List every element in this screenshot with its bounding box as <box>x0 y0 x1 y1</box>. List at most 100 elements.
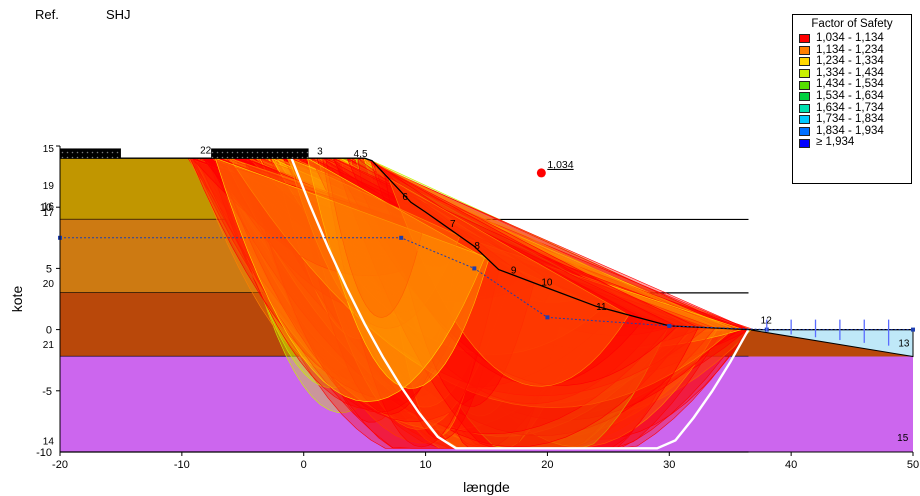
legend-label: 1,834 - 1,934 <box>816 124 884 137</box>
slip-surface <box>223 157 680 437</box>
legend-swatch <box>799 80 810 90</box>
legend-label: 1,534 - 1,634 <box>816 89 884 102</box>
slip-surface <box>250 157 554 444</box>
slip-surface <box>357 157 506 441</box>
legend-swatch <box>799 45 810 55</box>
slip-surface <box>376 165 675 336</box>
legend-label: ≥ 1,934 <box>816 136 855 149</box>
legend-label: 1,634 - 1,734 <box>816 101 884 114</box>
point-label: 4,5 <box>354 149 368 160</box>
point-label: 10 <box>541 278 553 289</box>
slip-surface <box>271 157 604 355</box>
point-label: 3 <box>317 147 323 158</box>
y-tick-label: 10 <box>40 202 52 214</box>
slip-surface <box>226 157 708 397</box>
slip-surface <box>288 157 461 329</box>
point-label: 15 <box>43 144 55 155</box>
point-label: 14 <box>43 437 55 448</box>
point-label: 11 <box>596 302 607 313</box>
point-label: 9 <box>511 265 517 276</box>
legend-label: 1,134 - 1,234 <box>816 43 884 56</box>
slip-surface <box>215 157 486 403</box>
y-axis-label: kote <box>9 286 25 313</box>
slip-surface <box>384 173 535 407</box>
x-tick-label: 50 <box>907 459 919 471</box>
slip-surface <box>298 157 704 351</box>
ground-surface <box>60 157 913 331</box>
slip-surface <box>370 159 469 267</box>
legend-item: 1,334 - 1,434 <box>799 66 905 80</box>
point-label: 21 <box>43 340 55 351</box>
y-tick-label: -10 <box>36 447 52 459</box>
legend-label: 1,334 - 1,434 <box>816 66 884 79</box>
point-label: 6 <box>402 192 408 203</box>
point-label: 22 <box>200 145 212 156</box>
slip-surface <box>226 157 744 350</box>
y-tick-label: 5 <box>46 263 52 275</box>
surcharge-load-left <box>60 148 121 159</box>
legend-item: 1,434 - 1,534 <box>799 79 905 91</box>
slip-surface <box>244 157 486 413</box>
legend-label: 1,434 - 1,534 <box>816 78 884 91</box>
slip-surface <box>375 164 691 329</box>
slip-surface <box>311 157 659 405</box>
legend-item: ≥ 1,934 <box>799 137 905 149</box>
legend-item: 1,234 - 1,334 <box>799 56 905 68</box>
legend-swatch <box>799 92 810 102</box>
point-label: 16 <box>43 202 55 213</box>
slip-surface <box>229 157 735 409</box>
y-tick-label: -5 <box>42 386 52 398</box>
ref-label: Ref. <box>35 7 59 22</box>
legend-title: Factor of Safety <box>811 18 893 30</box>
legend-label: 1,034 - 1,134 <box>816 32 884 44</box>
water-table-node <box>545 315 550 320</box>
critical-center-point <box>536 168 546 178</box>
x-tick-label: 40 <box>785 459 797 471</box>
point-label: 19 <box>43 181 55 192</box>
legend-item: 1,834 - 1,934 <box>799 124 905 138</box>
x-tick-label: -10 <box>174 459 190 471</box>
water-table-node <box>667 323 672 328</box>
slip-surface <box>188 157 617 431</box>
point-label: 7 <box>450 219 456 230</box>
fos-legend: Factor of Safety 1,034 - 1,134 1,134 - 1,… <box>792 14 912 184</box>
slip-surface <box>206 157 671 435</box>
x-axis-label: længde <box>463 479 510 495</box>
water-table-node <box>472 266 477 271</box>
legend-item: 1,534 - 1,634 <box>799 89 905 103</box>
legend-label: 1,234 - 1,334 <box>816 55 884 68</box>
surcharge-load-crest <box>211 148 309 159</box>
legend-item: 1,634 - 1,734 <box>799 101 905 115</box>
legend-swatch <box>799 138 810 148</box>
slip-surface <box>322 157 500 448</box>
legend-swatch <box>799 69 810 79</box>
point-label: 17 <box>43 208 55 219</box>
legend-item: 1,734 - 1,834 <box>799 114 905 126</box>
point-label: 20 <box>43 279 55 290</box>
water-table-node <box>911 327 915 332</box>
point-label: 15 <box>897 433 909 444</box>
slip-surface <box>247 157 630 392</box>
legend-item: 1,034 - 1,134 <box>799 32 905 45</box>
critical-fos-label: 1,034 <box>547 159 573 171</box>
slip-surface <box>203 157 463 277</box>
water-table-node <box>399 235 404 240</box>
x-tick-label: 0 <box>301 459 307 471</box>
slip-surface <box>260 157 716 437</box>
slip-surface <box>212 157 489 314</box>
x-tick-label: 20 <box>541 459 553 471</box>
slip-surface <box>202 157 480 270</box>
slip-surface <box>233 157 542 311</box>
ref-value: SHJ <box>106 7 131 22</box>
y-tick-label: 0 <box>46 325 52 337</box>
x-tick-label: 30 <box>663 459 675 471</box>
legend-swatch <box>799 57 810 67</box>
slip-surface <box>390 180 579 303</box>
point-label: 13 <box>898 339 910 350</box>
slip-surface <box>389 179 520 297</box>
point-label: 8 <box>474 241 480 252</box>
x-tick-label: 10 <box>419 459 431 471</box>
legend-swatch <box>799 34 810 44</box>
legend-swatch <box>799 127 810 137</box>
